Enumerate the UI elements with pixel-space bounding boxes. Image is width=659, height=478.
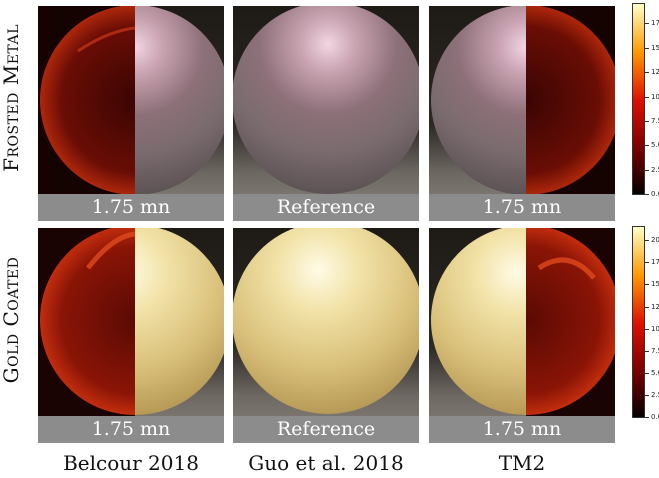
row-label-gold-coated: Gold Coated <box>0 256 23 384</box>
error-colorbar-top: 17.5 15.0 12.5 10.0 7.5 5.0 2.5 0.0 <box>630 3 659 198</box>
method-label-guo: Guo et al. 2018 <box>248 451 404 475</box>
colorbar-tick-label: 12.5 <box>651 302 659 311</box>
colorbar-tick <box>645 284 649 286</box>
colorbar-tick <box>645 145 649 147</box>
colorbar-tick <box>645 96 649 98</box>
colorbar-tick-label: 7.5 <box>651 346 659 355</box>
colorbar-tick-label: 2.5 <box>651 390 659 399</box>
colorbar-tick-label: 20.0 <box>651 236 659 245</box>
colorbar-tick <box>645 240 649 242</box>
colorbar-tick <box>645 72 649 74</box>
panel-gold-belcour: 1.75 mn <box>38 228 224 443</box>
caption-bar: Reference <box>233 194 419 221</box>
colorbar-tick <box>645 47 649 49</box>
colorbar-tick <box>645 120 649 122</box>
panel-frosted-reference: Reference <box>233 6 419 221</box>
colorbar-tick <box>645 194 649 195</box>
sphere-render-image <box>38 228 224 443</box>
panel-frosted-belcour: 1.75 mn <box>38 6 224 221</box>
sphere-render-image <box>233 6 419 221</box>
colorbar-tick <box>645 328 649 330</box>
sphere-render-image <box>429 228 615 443</box>
caption-bar: 1.75 mn <box>429 416 615 443</box>
panel-frosted-tm2: 1.75 mn <box>429 6 615 221</box>
error-colorbar-bottom: 20.0 17.5 15.0 12.5 10.0 7.5 5.0 2.5 0.0 <box>630 226 659 421</box>
colorbar-tick-label: 10.0 <box>651 324 659 333</box>
colorbar-tick <box>645 350 649 352</box>
caption-bar: 1.75 mn <box>38 416 224 443</box>
colorbar-tick-label: 0.0 <box>651 413 659 421</box>
colorbar-tick-label: 5.0 <box>651 141 659 150</box>
caption-bar: 1.75 mn <box>38 194 224 221</box>
colorbar-tick-label: 17.5 <box>651 19 659 28</box>
colorbar-tick-label: 15.0 <box>651 280 659 289</box>
colorbar-gradient <box>632 226 645 418</box>
caption-bar: 1.75 mn <box>429 194 615 221</box>
sphere-render-image <box>429 6 615 221</box>
colorbar-tick <box>645 169 649 171</box>
caption-bar: Reference <box>233 416 419 443</box>
colorbar-tick-label: 5.0 <box>651 368 659 377</box>
colorbar-tick <box>645 23 649 25</box>
colorbar-tick-label: 7.5 <box>651 116 659 125</box>
colorbar-tick <box>645 262 649 264</box>
colorbar-tick <box>645 417 649 418</box>
sphere-render-image <box>38 6 224 221</box>
colorbar-tick <box>645 306 649 308</box>
colorbar-tick-label: 10.0 <box>651 92 659 101</box>
method-label-belcour: Belcour 2018 <box>63 451 199 475</box>
colorbar-tick-label: 15.0 <box>651 43 659 52</box>
colorbar-tick <box>645 372 649 374</box>
colorbar-tick-label: 17.5 <box>651 258 659 267</box>
colorbar-tick-label: 0.0 <box>651 190 659 198</box>
panel-gold-reference: Reference <box>233 228 419 443</box>
method-label-tm2: TM2 <box>498 451 546 475</box>
colorbar-tick <box>645 394 649 396</box>
colorbar-tick-label: 12.5 <box>651 68 659 77</box>
colorbar-gradient <box>632 3 645 195</box>
row-label-frosted-metal: Frosted Metal <box>0 24 23 172</box>
sphere-render-image <box>233 228 419 443</box>
colorbar-tick-label: 2.5 <box>651 165 659 174</box>
panel-gold-tm2: 1.75 mn <box>429 228 615 443</box>
